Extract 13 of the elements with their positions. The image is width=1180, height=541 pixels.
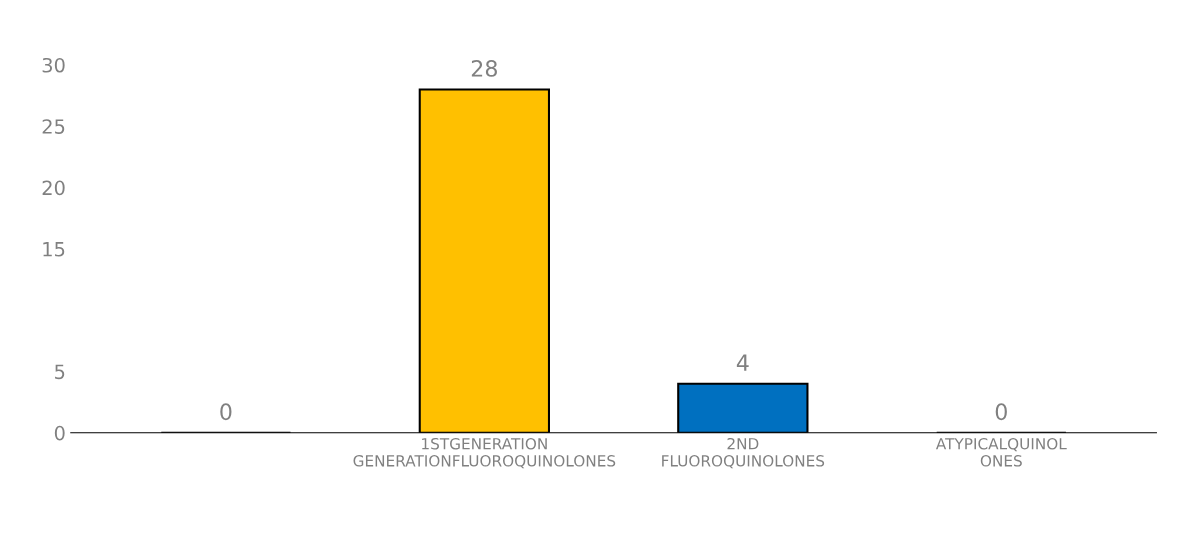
x-tick-label: 1STGENERATION GENERATIONFLUOROQUINOLONES — [353, 437, 616, 469]
x-tick-label: ATYPICALQUINOL ONES — [935, 437, 1067, 467]
data-label: 28 — [471, 60, 497, 77]
y-tick-label: 20 — [42, 180, 65, 196]
data-label: 0 — [995, 403, 1007, 421]
y-tick-label: 30 — [42, 57, 65, 73]
data-label: 0 — [220, 403, 232, 421]
y-tick-label: 0 — [54, 425, 65, 441]
y-tick-label: 15 — [43, 242, 65, 257]
x-tick-label: 2ND FLUOROQUINOLONES — [662, 437, 825, 469]
y-tick-label: 5 — [55, 364, 65, 380]
data-label: 4 — [736, 354, 749, 371]
y-tick-label: 25 — [42, 119, 65, 134]
